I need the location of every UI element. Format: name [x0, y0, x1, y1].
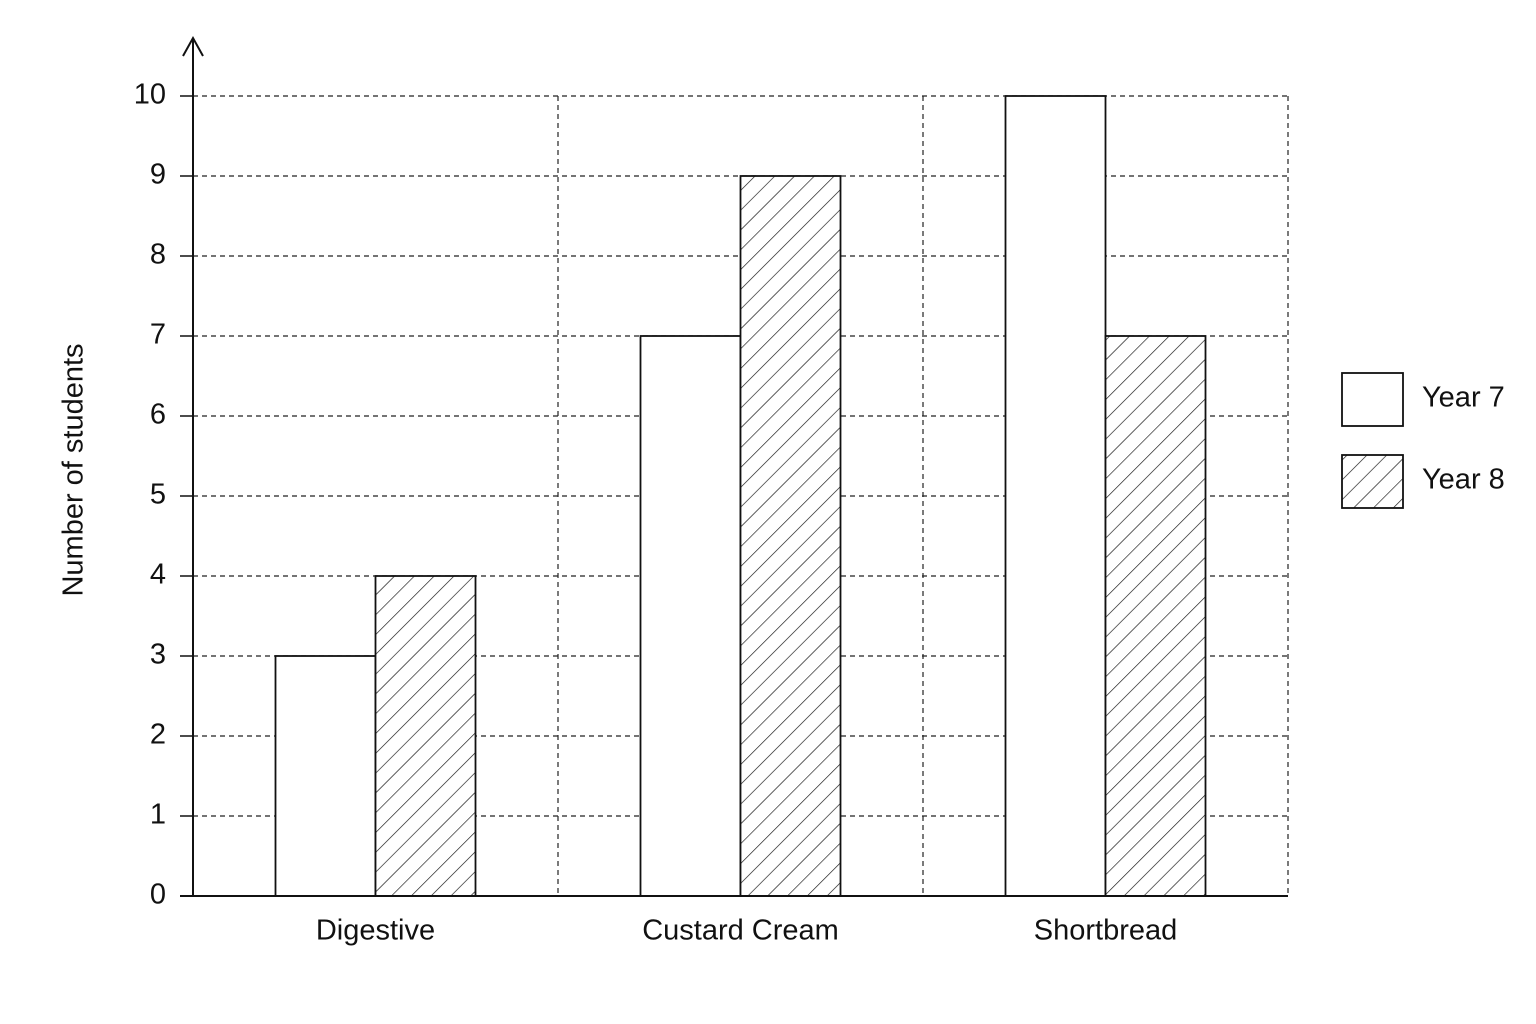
y-tick-label: 6 — [150, 399, 166, 431]
y-tick-label: 9 — [150, 159, 166, 191]
y-tick-label: 2 — [150, 719, 166, 751]
x-tick-label: Shortbread — [1034, 915, 1178, 947]
y-axis-arrow — [182, 35, 204, 57]
bar — [639, 335, 742, 897]
y-tick-label: 8 — [150, 239, 166, 271]
y-tick-label: 4 — [150, 559, 166, 591]
y-axis-label: Number of students — [58, 343, 90, 596]
legend-label: Year 8 — [1422, 464, 1505, 496]
bar — [1104, 335, 1207, 897]
x-tick-label: Custard Cream — [642, 915, 839, 947]
y-tick-label: 7 — [150, 319, 166, 351]
legend-swatch — [1341, 454, 1404, 509]
bar — [739, 175, 842, 897]
y-tick-label: 1 — [150, 799, 166, 831]
legend-label: Year 7 — [1422, 382, 1505, 414]
x-tick-label: Digestive — [316, 915, 435, 947]
y-tick-label: 10 — [134, 79, 166, 111]
legend-swatch — [1341, 372, 1404, 427]
y-tick-label: 3 — [150, 639, 166, 671]
bar — [274, 655, 377, 897]
bar — [1004, 95, 1107, 897]
y-tick-label: 0 — [150, 879, 166, 911]
bar — [374, 575, 477, 897]
y-tick-label: 5 — [150, 479, 166, 511]
